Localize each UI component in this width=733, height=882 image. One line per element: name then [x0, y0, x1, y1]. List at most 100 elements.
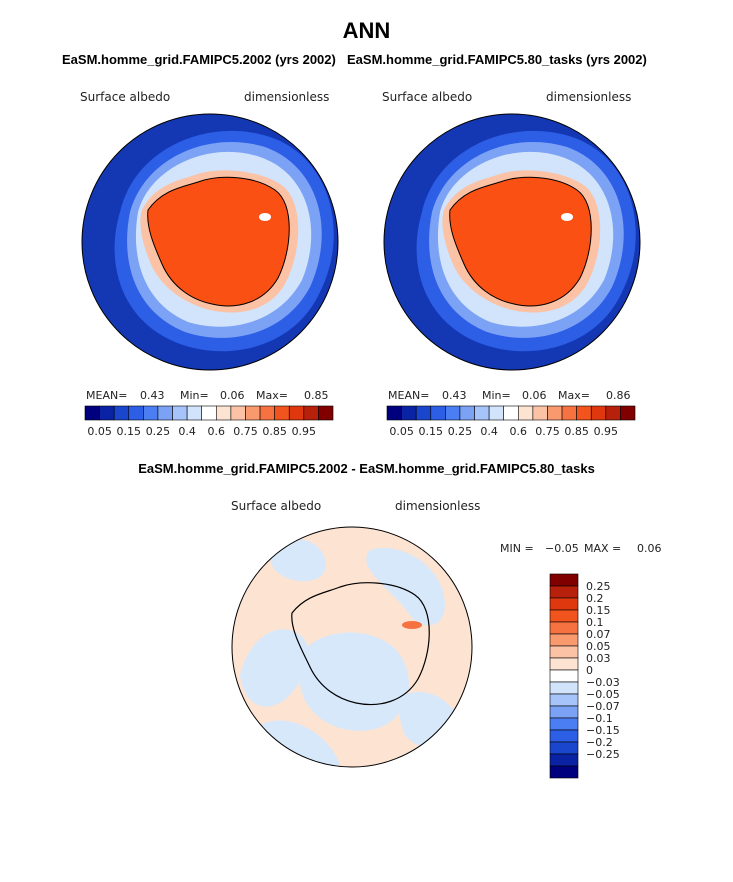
colorbar-swatch — [401, 405, 417, 421]
panel-1-variable: Surface albedo — [80, 90, 171, 104]
colorbar-swatch — [143, 405, 159, 421]
colorbar-swatch — [549, 585, 579, 599]
colorbar-tick-label: −0.07 — [586, 700, 620, 713]
colorbar-swatch — [549, 741, 579, 755]
panel-2-highlight — [561, 213, 573, 221]
colorbar-tick-label: 0.03 — [586, 652, 611, 665]
difference-map — [231, 526, 473, 768]
colorbar-swatch — [318, 405, 334, 421]
difference-min-label: MIN = — [500, 542, 534, 555]
panel-2-max-value: 0.86 — [606, 389, 631, 402]
panel-1-highlight — [259, 213, 271, 221]
panel-2-min-value: 0.06 — [522, 389, 547, 402]
colorbar-swatch — [474, 405, 490, 421]
panel-2-units: dimensionless — [546, 90, 632, 104]
colorbar-swatch — [99, 405, 115, 421]
panel-1-max-label: Max= — [256, 389, 288, 402]
colorbar-swatch — [288, 405, 305, 421]
colorbar-swatch — [549, 765, 579, 779]
colorbar-swatch — [84, 405, 100, 421]
panel-2-continent — [449, 176, 592, 307]
colorbar-tick-label: 0.85 — [564, 425, 589, 438]
colorbar-tick-label: −0.25 — [586, 748, 620, 761]
colorbar-swatch — [459, 405, 475, 421]
colorbar-swatch — [549, 693, 579, 707]
colorbar-swatch — [549, 657, 579, 671]
panel-1-border — [81, 113, 339, 371]
colorbar-tick-label: 0.6 — [208, 425, 226, 438]
colorbar-swatch — [549, 645, 579, 659]
difference-negative-patch-1 — [240, 629, 309, 707]
colorbar-tick-label: −0.2 — [586, 736, 613, 749]
panel-1-continent — [147, 176, 290, 307]
colorbar-tick-label: 0.05 — [586, 640, 611, 653]
colorbar-tick-label: −0.1 — [586, 712, 613, 725]
panel-1-map — [81, 113, 339, 371]
colorbar-tick-label: 0.95 — [594, 425, 619, 438]
colorbar-swatch — [549, 717, 579, 731]
difference-title: EaSM.homme_grid.FAMIPC5.2002 - EaSM.homm… — [138, 461, 595, 476]
panel-2-mean-label: MEAN= — [388, 389, 430, 402]
panel-1-title: EaSM.homme_grid.FAMIPC5.2002 (yrs 2002) — [62, 52, 336, 67]
colorbar-swatch — [576, 405, 592, 421]
colorbar-swatch — [549, 681, 579, 695]
main-title: ANN — [342, 18, 391, 43]
panel-2-mean-value: 0.43 — [442, 389, 467, 402]
colorbar-tick-label: 0.25 — [586, 580, 611, 593]
panel-1-max-value: 0.85 — [304, 389, 329, 402]
colorbar-swatch — [157, 405, 173, 421]
colorbar-swatch — [549, 609, 579, 623]
colorbar-tick-label: 0.05 — [389, 425, 414, 438]
colorbar-swatch — [245, 405, 261, 421]
colorbar-swatch — [445, 405, 461, 421]
panel-2-max-label: Max= — [558, 389, 590, 402]
colorbar-tick-label: 0.1 — [586, 616, 604, 629]
colorbar-swatch — [386, 405, 402, 421]
colorbar-swatch — [549, 621, 579, 635]
colorbar-swatch — [488, 405, 505, 421]
panel-1-mean-label: MEAN= — [86, 389, 128, 402]
difference-max-label: MAX = — [584, 542, 622, 555]
colorbar-tick-label: 0.15 — [419, 425, 444, 438]
difference-negative-patch-2 — [269, 539, 326, 582]
colorbar-swatch — [303, 405, 319, 421]
colorbar-tick-label: 0.15 — [117, 425, 142, 438]
colorbar-tick-label: 0.25 — [146, 425, 171, 438]
panel-1-colorbar: 0.05 0.15 0.25 0.4 0.6 0.75 0.85 0.95 — [84, 405, 334, 438]
colorbar-swatch — [620, 405, 636, 421]
colorbar-swatch — [549, 705, 579, 719]
colorbar-swatch — [549, 573, 579, 587]
colorbar-tick-label: 0.4 — [480, 425, 498, 438]
colorbar-swatch — [549, 633, 579, 647]
colorbar-swatch — [128, 405, 144, 421]
colorbar-swatch — [274, 405, 290, 421]
colorbar-swatch — [259, 405, 275, 421]
panel-1-min-label: Min= — [180, 389, 209, 402]
colorbar-swatch — [517, 405, 534, 421]
difference-variable: Surface albedo — [231, 499, 322, 513]
panel-1-min-value: 0.06 — [220, 389, 245, 402]
colorbar-tick-label: 0.6 — [510, 425, 528, 438]
colorbar-tick-label: 0.25 — [448, 425, 473, 438]
colorbar-swatch — [561, 405, 577, 421]
colorbar-tick-label: 0.2 — [586, 592, 604, 605]
colorbar-swatch — [503, 405, 519, 421]
colorbar-swatch — [547, 405, 563, 421]
colorbar-tick-label: 0.15 — [586, 604, 611, 617]
colorbar-swatch — [549, 753, 579, 767]
panel-2-border — [383, 113, 641, 371]
colorbar-tick-label: −0.03 — [586, 676, 620, 689]
panel-1-mean-value: 0.43 — [140, 389, 165, 402]
panel-2-map — [383, 113, 641, 371]
colorbar-tick-label: 0.75 — [535, 425, 560, 438]
colorbar-swatch — [430, 405, 446, 421]
colorbar-tick-label: 0.05 — [87, 425, 112, 438]
colorbar-swatch — [532, 405, 548, 421]
difference-peak-highlight — [402, 621, 422, 629]
colorbar-tick-label: −0.15 — [586, 724, 620, 737]
difference-max-value: 0.06 — [637, 542, 662, 555]
difference-negative-patch-4 — [366, 548, 445, 626]
colorbar-tick-label: 0.75 — [233, 425, 258, 438]
difference-continent-outline — [291, 582, 430, 706]
difference-colorbar: 0.250.20.150.10.070.050.030−0.03−0.05−0.… — [549, 573, 620, 779]
